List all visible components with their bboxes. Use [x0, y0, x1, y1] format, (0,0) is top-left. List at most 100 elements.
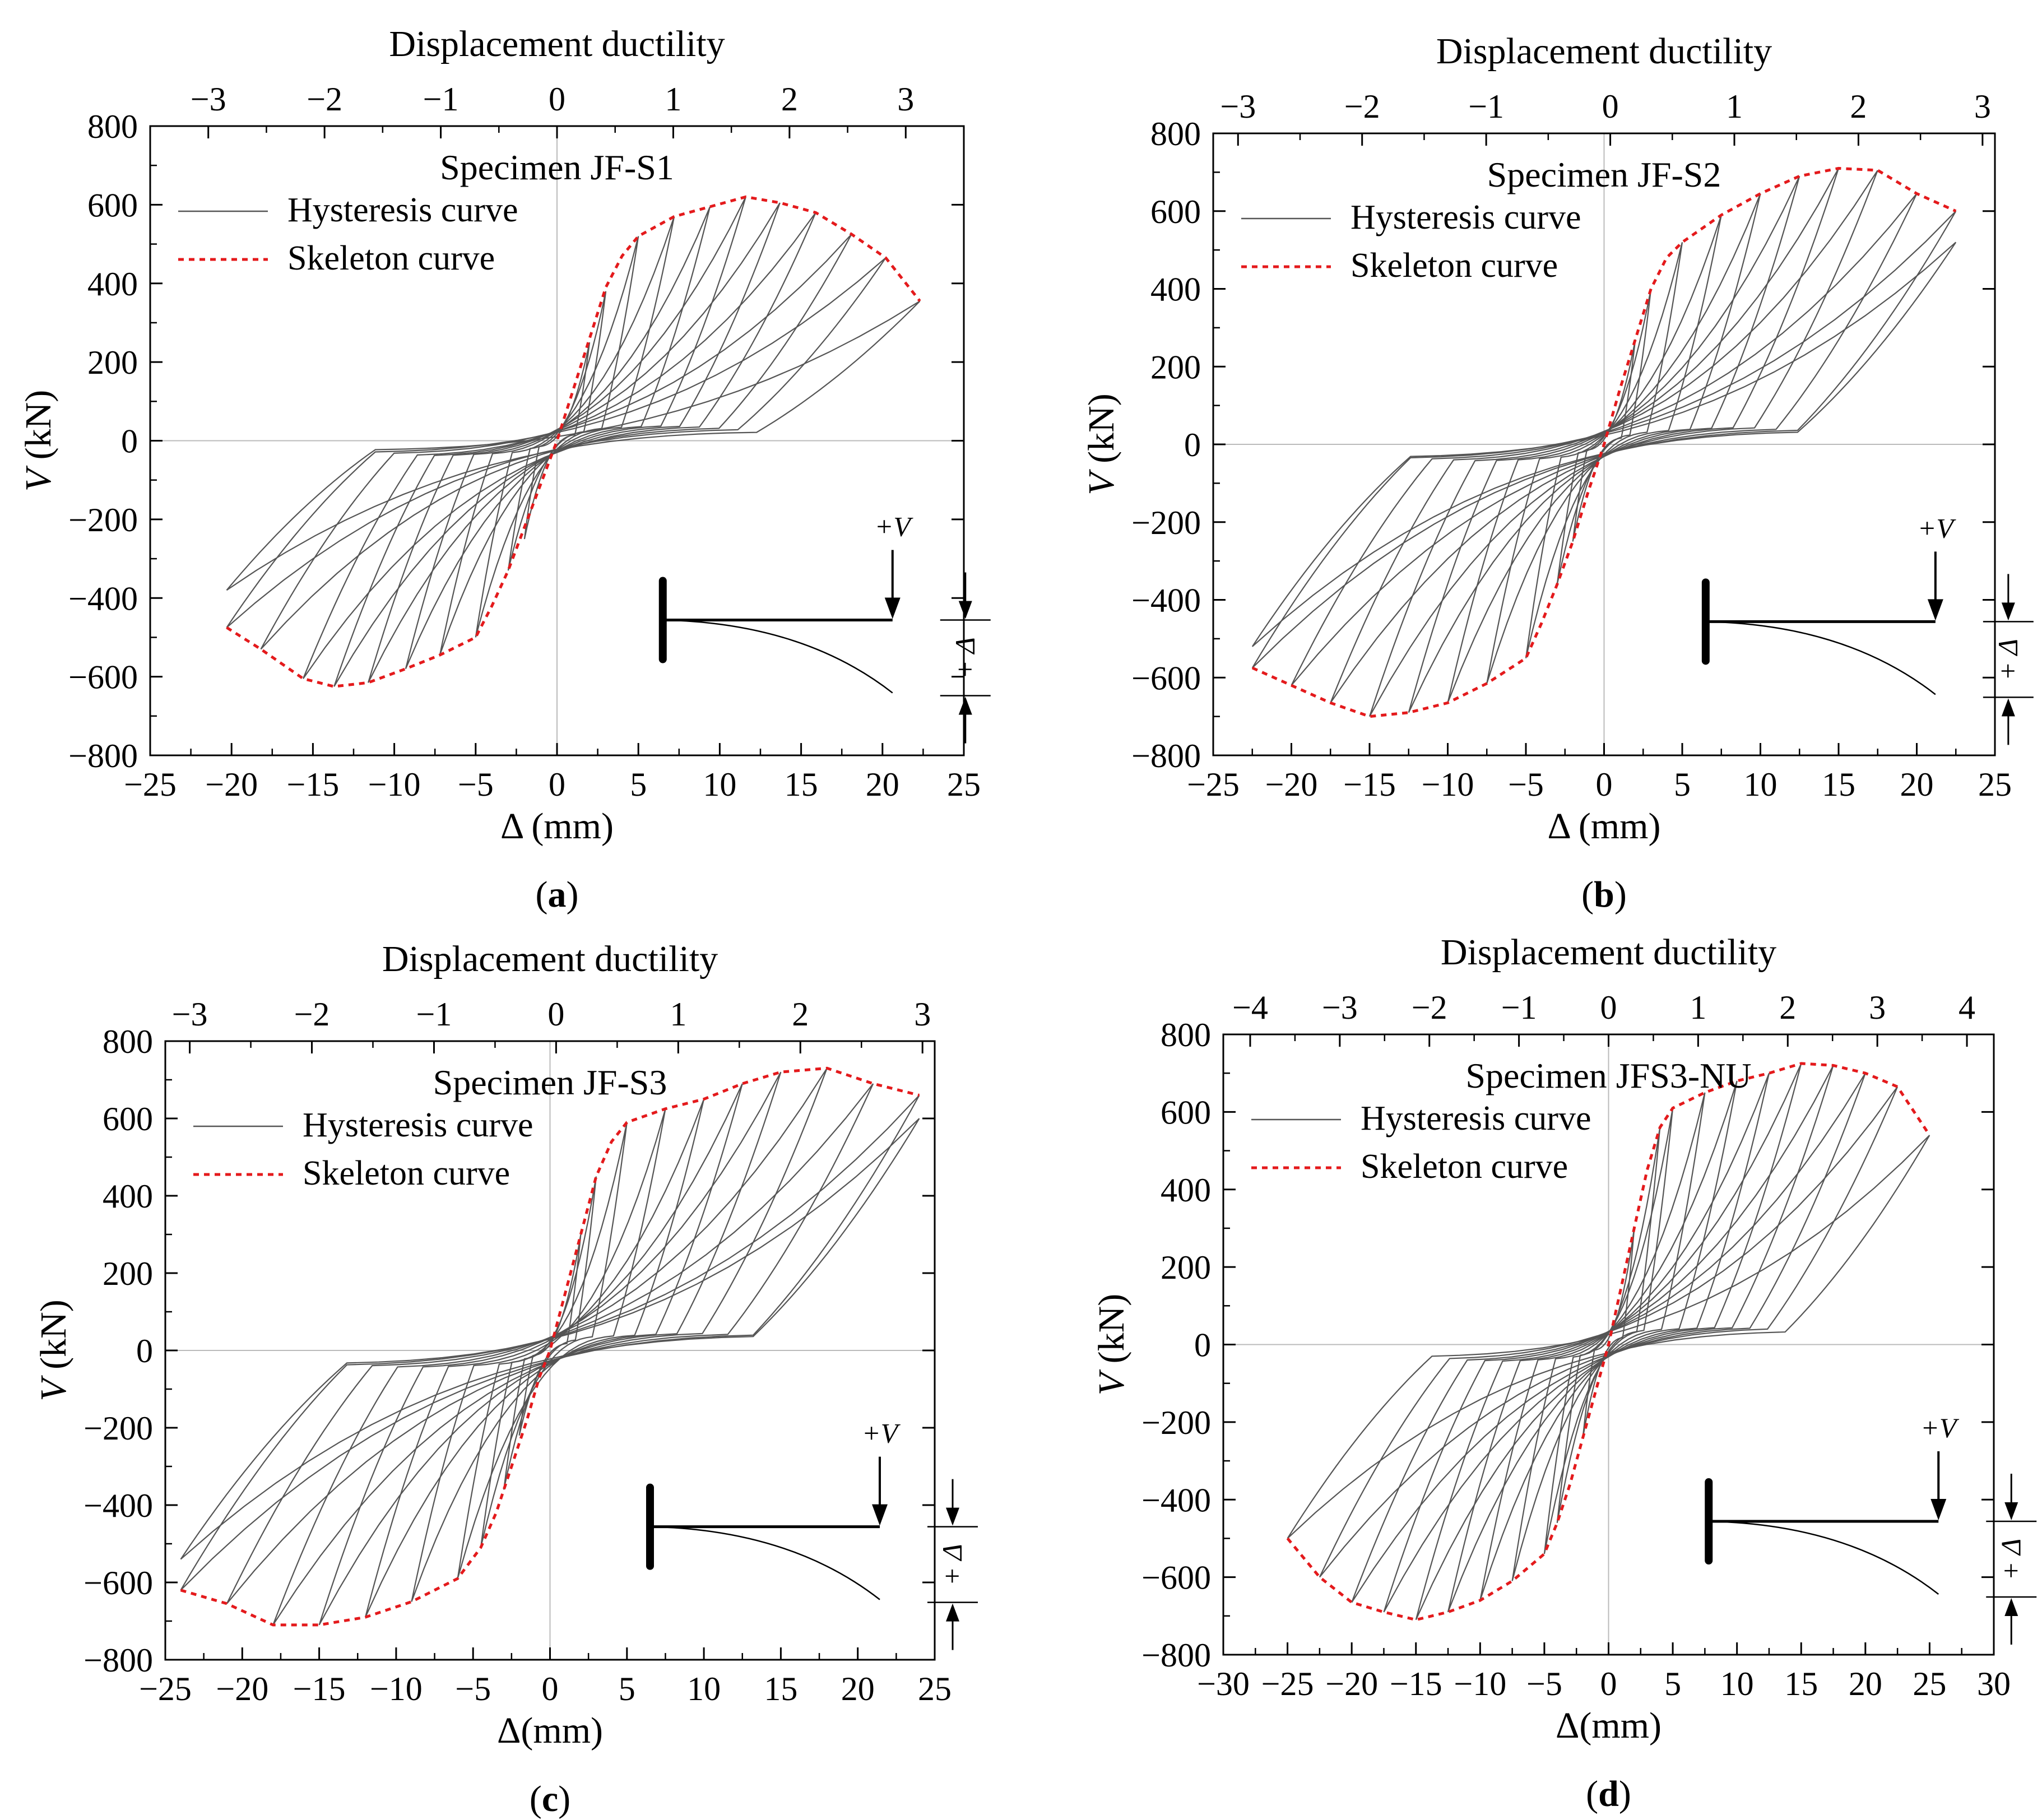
legend-skeleton-label: Skeleton curve [1361, 1148, 1568, 1186]
x-tick-label: −15 [293, 1670, 346, 1707]
x-tick-label: 5 [1664, 1665, 1681, 1702]
y-tick-label: −400 [1141, 1482, 1211, 1519]
y-tick-label: −600 [1131, 660, 1201, 697]
y-tick-label: 800 [1150, 115, 1201, 152]
specimen-title: Specimen JFS3-NU [1465, 1056, 1751, 1095]
legend-hysteresis-label: Hysteresis curve [287, 191, 518, 229]
hysteresis-loop [302, 212, 816, 679]
x-tick-label: 10 [687, 1670, 721, 1707]
top-tick-label: −3 [1322, 989, 1358, 1026]
disp-arrow-top-head [945, 1507, 959, 1526]
y-tick-label: −800 [1141, 1637, 1211, 1674]
hysteresis-loop [518, 1234, 582, 1436]
x-tick-label: 25 [947, 766, 981, 803]
y-axis-title: V (kN) [33, 1299, 74, 1401]
top-tick-label: 0 [549, 81, 565, 118]
disp-arrow-bottom-head [945, 1603, 959, 1622]
top-tick-label: −1 [1501, 989, 1537, 1026]
x-tick-label: −20 [1325, 1665, 1378, 1702]
load-label: +V [1920, 1412, 1960, 1443]
panel-label-close: ) [1619, 1773, 1631, 1814]
top-tick-label: −3 [191, 81, 226, 118]
y-tick-label: 200 [87, 344, 138, 381]
y-tick-label: −400 [68, 580, 138, 617]
x-tick-label: 15 [1822, 766, 1855, 803]
panel-label: (d) [1586, 1773, 1631, 1814]
x-tick-label: −20 [216, 1670, 268, 1707]
disp-arrow-bottom-head [2001, 698, 2015, 717]
deflected-shape [1709, 1520, 1939, 1595]
legend-hysteresis-label: Hysteresis curve [1361, 1099, 1591, 1138]
disp-arrow-top-head [2004, 1502, 2018, 1520]
disp-arrow-top-head [958, 601, 972, 619]
skeleton-curve [226, 195, 921, 688]
y-tick-label: 600 [103, 1101, 153, 1138]
top-tick-label: −3 [172, 996, 208, 1033]
y-tick-label: 400 [103, 1178, 153, 1215]
x-tick-label: 15 [764, 1670, 797, 1707]
hysteresis-curves [1286, 1062, 1931, 1622]
x-tick-label: −15 [286, 766, 339, 803]
x-tick-label: 25 [1978, 766, 2012, 803]
load-label: +V [1918, 512, 1957, 544]
top-tick-label: −1 [416, 996, 452, 1033]
y-tick-label: 800 [1161, 1016, 1211, 1053]
y-axis-unit: (kN) [33, 1299, 74, 1378]
hysteresis-loop [1525, 242, 1683, 658]
y-tick-label: −800 [1131, 737, 1201, 774]
top-tick-label: 2 [1850, 88, 1867, 125]
top-tick-label: 2 [781, 81, 798, 118]
panel-b: −25 −20 −15 −10 −5 0 5 10 15 20 25−800−600−400−200… [1081, 31, 2034, 915]
panel-a: −25 −20 −15 −10 −5 0 5 10 15 20 25−800−600−400−200… [18, 24, 991, 915]
y-tick-label: −800 [83, 1642, 153, 1679]
legend-hysteresis-label: Hysteresis curve [1350, 198, 1581, 236]
skeleton-curve [1251, 166, 1957, 718]
y-axis-var: V [1081, 469, 1122, 495]
x-tick-label: 5 [1674, 766, 1691, 803]
y-tick-label: 0 [1194, 1327, 1211, 1364]
y-tick-label: −200 [83, 1410, 153, 1447]
y-tick-label: 0 [136, 1332, 153, 1369]
y-tick-label: −600 [68, 659, 138, 696]
top-axis-title: Displacement ductility [389, 24, 725, 64]
specimen-title: Specimen JF-S3 [433, 1062, 667, 1102]
top-tick-label: −2 [307, 81, 342, 118]
y-tick-label: −200 [1141, 1404, 1211, 1441]
panel-label: (c) [530, 1779, 570, 1819]
x-tick-label: 30 [1977, 1665, 2011, 1702]
panel-label-open: ( [536, 874, 548, 915]
x-tick-label: −30 [1197, 1665, 1250, 1702]
hysteresis-loop [475, 236, 639, 638]
hysteresis-curves [180, 1066, 920, 1627]
x-tick-label: 10 [703, 766, 736, 803]
top-tick-label: −1 [423, 81, 459, 118]
disp-arrow-bottom-head [2004, 1598, 2018, 1616]
x-tick-label: −25 [1187, 766, 1240, 803]
x-tick-label: −5 [1526, 1665, 1562, 1702]
top-tick-label: 0 [1600, 989, 1617, 1026]
legend-hysteresis-label: Hysteresis curve [303, 1106, 533, 1144]
loading-diagram: +V + Δ [646, 1418, 978, 1650]
loading-diagram: +V + Δ [1701, 512, 2034, 745]
x-tick-label: 20 [866, 766, 899, 803]
loading-diagram: +V + Δ [658, 511, 991, 744]
load-arrow-head [1930, 1498, 1947, 1520]
y-axis-unit: (kN) [1081, 393, 1122, 472]
displacement-label: + Δ [949, 637, 981, 679]
panel-label-letter: c [542, 1779, 558, 1819]
panel-label-letter: d [1598, 1773, 1619, 1814]
load-arrow-head [884, 597, 901, 619]
x-tick-label: −15 [1343, 766, 1396, 803]
y-tick-label: 600 [87, 187, 138, 224]
x-tick-label: −5 [1508, 766, 1544, 803]
top-tick-label: 1 [1726, 88, 1743, 125]
x-tick-label: 20 [1900, 766, 1934, 803]
x-tick-label: −25 [139, 1670, 192, 1707]
top-tick-label: 3 [914, 996, 931, 1033]
x-tick-label: −10 [1422, 766, 1474, 803]
x-tick-label: 0 [549, 766, 565, 803]
x-tick-label: −5 [455, 1670, 491, 1707]
x-tick-label: 0 [1596, 766, 1613, 803]
load-label: +V [875, 511, 914, 542]
